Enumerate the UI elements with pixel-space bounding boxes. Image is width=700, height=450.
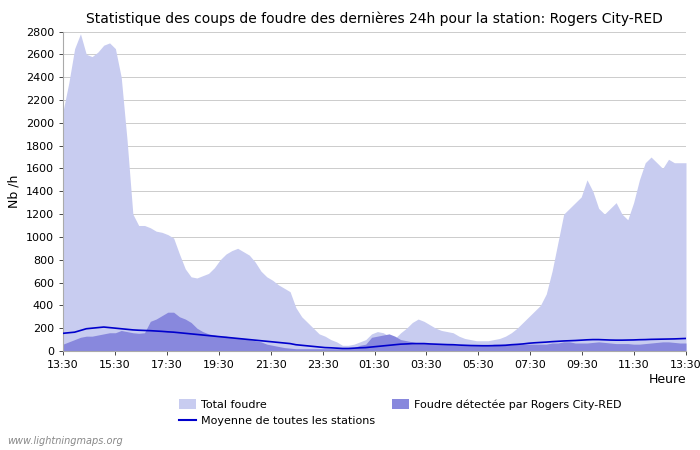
Legend: Total foudre, Moyenne de toutes les stations, Foudre détectée par Rogers City-RE: Total foudre, Moyenne de toutes les stat… <box>174 395 626 431</box>
X-axis label: Heure: Heure <box>648 373 686 386</box>
Text: www.lightningmaps.org: www.lightningmaps.org <box>7 436 122 446</box>
Y-axis label: Nb /h: Nb /h <box>7 175 20 208</box>
Title: Statistique des coups de foudre des dernières 24h pour la station: Rogers City-R: Statistique des coups de foudre des dern… <box>86 12 663 26</box>
